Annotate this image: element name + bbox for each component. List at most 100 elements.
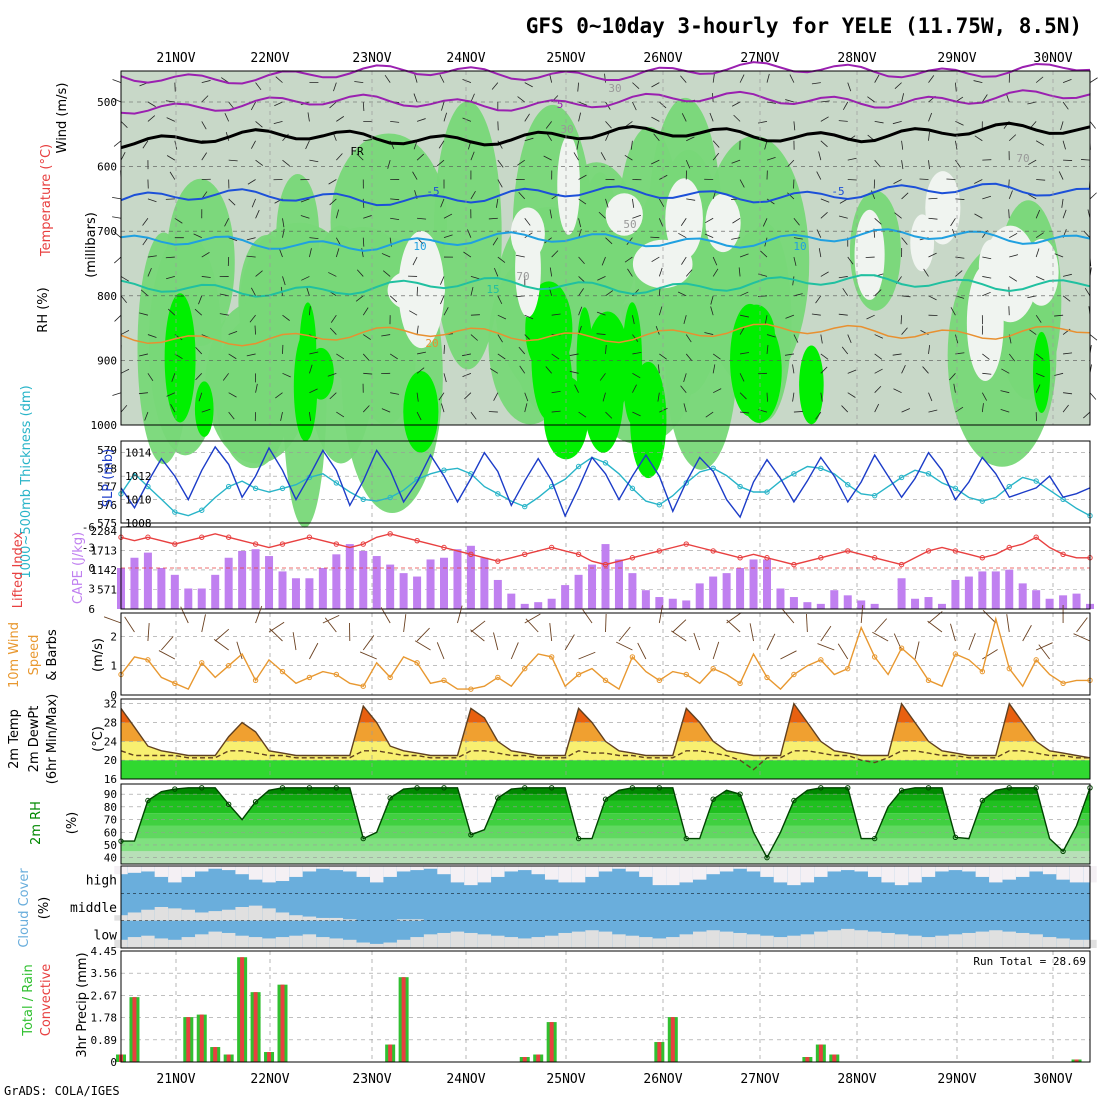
rh2m-line-point: [925, 785, 932, 791]
wind-barb: [973, 80, 983, 84]
wind-barb: [955, 270, 963, 277]
rh-high-area: [525, 281, 573, 376]
wind10m-barb: [893, 633, 902, 651]
rh2m-line-point: [387, 795, 393, 801]
wind-barb: [518, 191, 526, 200]
cloud-high-gap: [289, 866, 303, 877]
wind-barb: [811, 82, 821, 85]
wind-barb: [893, 388, 902, 394]
slp-tick: 1010: [125, 494, 152, 507]
cape-bar: [897, 578, 906, 609]
cloud-low-bar: [383, 942, 397, 948]
rh-high-area: [293, 332, 318, 442]
wind-barb: [757, 295, 768, 297]
wind-barb: [892, 353, 902, 356]
rh-high-area: [1033, 331, 1051, 414]
thickness-line-point: [871, 492, 878, 499]
cape-bar: [130, 557, 139, 609]
cape-bar: [399, 573, 408, 609]
wind-barb: [470, 276, 480, 280]
wind-barb: [764, 140, 768, 150]
wind-barb: [901, 93, 905, 103]
wind-barb: [653, 133, 660, 142]
cloud-low-bar: [652, 938, 667, 948]
wind-barb: [928, 217, 938, 220]
rh2m-line-point: [791, 797, 797, 804]
wind-barb: [766, 392, 768, 402]
ylabel-ms: (m/s): [91, 638, 106, 672]
wind-barb: [462, 79, 472, 84]
ylabel-wind: Wind (m/s): [55, 83, 70, 154]
wind-barb: [1008, 353, 1016, 362]
temp-bands: [121, 703, 1090, 779]
wind-barb: [818, 248, 822, 258]
precip-tick: 0: [110, 1056, 117, 1069]
temperature-isoline: [120, 182, 1091, 207]
cape-bar: [238, 550, 247, 609]
wind-barb: [1062, 209, 1067, 219]
ylabel-minmax: (6hr Min/Max): [45, 694, 60, 784]
temp-line: [120, 702, 1091, 759]
wind-barb: [1062, 140, 1066, 150]
wind-barb: [165, 256, 175, 259]
cape-bar: [857, 600, 866, 609]
wind-barb: [224, 218, 230, 227]
wind10m-barb: [658, 605, 663, 624]
cloud-high-gap: [733, 866, 747, 869]
wind-barb: [1084, 287, 1091, 297]
contour-label: -5: [831, 185, 844, 198]
wind10m-speed-line-point: [387, 674, 393, 681]
cloud-high-gap: [450, 866, 465, 883]
ylabel-precip: 3hr Precip (mm): [75, 952, 90, 1057]
run-total-label: Run Total = 28.69: [973, 955, 1086, 968]
cape-bar: [224, 557, 233, 609]
wind-barb: [549, 73, 553, 83]
wind-barb: [605, 344, 607, 354]
wind10m-speed-line-point: [145, 657, 151, 663]
wind-barb: [841, 346, 849, 355]
wind-barb: [381, 408, 391, 413]
wind10m-barb: [874, 618, 888, 633]
wind-barb: [443, 344, 445, 354]
precip-tick: 2.67: [91, 989, 118, 1002]
wind-barb: [605, 290, 614, 297]
wind-barb: [139, 353, 149, 357]
wind-barb: [354, 81, 364, 84]
wind-barb: [443, 213, 453, 219]
wind-barb: [440, 198, 445, 208]
lifted-index-line-point: [225, 534, 232, 540]
cloud-low-bar: [612, 934, 626, 948]
wind-barb: [1035, 353, 1044, 360]
rh2m-line: [121, 787, 1091, 860]
precip-conv-bar: [132, 997, 137, 1062]
wind-barb: [847, 157, 857, 161]
bottom-day-labels: 21NOV 22NOV 23NOV 24NOV 25NOV 26NOV 27NOV 28NOV…: [156, 1072, 1072, 1087]
wind10m-barb: [927, 620, 943, 633]
wind-barb: [147, 267, 152, 277]
wind-barb: [363, 334, 371, 340]
wind-barb: [901, 295, 911, 298]
wind-barb: [549, 267, 553, 277]
precip-conv-bar: [388, 1044, 393, 1062]
thickness-line-point: [172, 509, 178, 515]
lifted-index-line-point: [656, 548, 663, 554]
cloud-high-gap: [396, 866, 411, 872]
wind-barb: [1058, 171, 1064, 180]
wind-barb: [1089, 77, 1098, 83]
contour-label: 70: [1016, 152, 1029, 165]
wind10m-barb: [637, 642, 647, 660]
wind-barb: [683, 315, 687, 324]
cloud-high-gap: [235, 866, 249, 875]
wind-barb: [1009, 254, 1019, 258]
wind-barb: [494, 267, 499, 277]
thickness-line-point: [495, 491, 501, 497]
precip-conv-bar: [267, 1052, 272, 1062]
cloud-low-bar: [975, 931, 990, 948]
wind-barb: [1035, 209, 1041, 219]
thickness-line-point: [818, 465, 824, 472]
wind-barb: [624, 256, 633, 263]
temperature-isoline: [120, 274, 1091, 298]
wind10m-barb: [309, 642, 319, 660]
cape-bar: [386, 564, 395, 609]
